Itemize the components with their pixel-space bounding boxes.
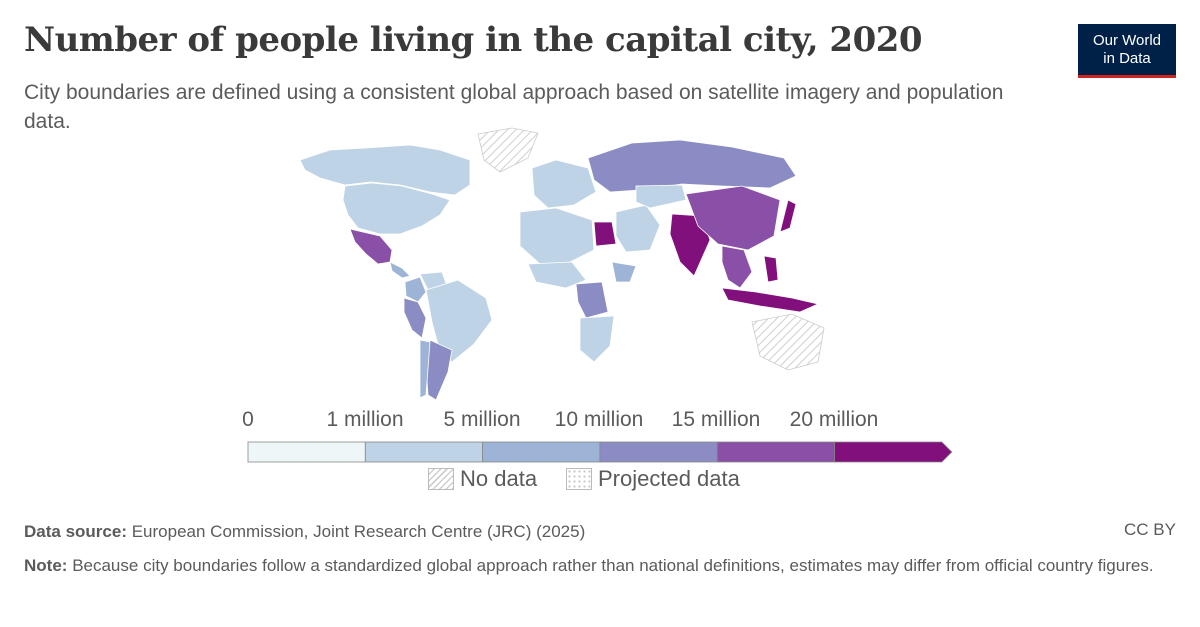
map-region-central-america[interactable] — [389, 261, 411, 279]
map-region-southeast-asia[interactable] — [721, 245, 753, 289]
map-region-canada[interactable] — [299, 144, 471, 196]
legend-tick-1m: 1 million — [326, 408, 404, 431]
map-region-philippines[interactable] — [763, 255, 779, 283]
map-region-argentina[interactable] — [425, 339, 453, 401]
map-region-greenland[interactable] — [477, 127, 539, 173]
legend-bin-2 — [482, 441, 601, 463]
map-region-peru[interactable] — [403, 297, 427, 339]
logo-line-1: Our World — [1092, 31, 1162, 49]
legend-bin-1 — [364, 441, 484, 463]
legend-bin-3 — [599, 441, 718, 463]
map-region-north-africa[interactable] — [519, 207, 595, 265]
license-link[interactable]: CC BY — [1124, 520, 1176, 539]
map-region-middle-east[interactable] — [615, 204, 661, 253]
owid-logo[interactable]: Our World in Data — [1078, 24, 1176, 78]
no-data-label: No data — [460, 466, 538, 491]
map-region-russia[interactable] — [587, 139, 797, 193]
projected-data-label: Projected data — [598, 466, 740, 491]
map-region-united-states[interactable] — [342, 182, 451, 235]
legend-bin-0 — [247, 441, 366, 463]
map-region-chile[interactable] — [419, 339, 431, 399]
no-data-legend-item: No data — [428, 466, 537, 492]
legend-bin-5 — [834, 441, 953, 463]
map-region-brazil[interactable] — [425, 279, 493, 363]
map-region-southern-africa[interactable] — [579, 315, 615, 363]
legend-tick-5m: 5 million — [443, 408, 521, 431]
map-region-china[interactable] — [685, 185, 781, 251]
map-region-colombia[interactable] — [404, 276, 427, 303]
legend-tick-0: 0 — [242, 408, 254, 431]
source-label: Data source: — [24, 522, 127, 541]
world-map[interactable] — [0, 120, 1200, 410]
no-data-swatch — [428, 468, 454, 490]
logo-line-2: in Data — [1103, 49, 1151, 67]
source-text: European Commission, Joint Research Cent… — [131, 522, 586, 541]
legend-color-bar — [247, 441, 953, 463]
map-region-japan[interactable] — [779, 199, 797, 233]
chart-title: Number of people living in the capital c… — [24, 20, 923, 60]
map-region-australia[interactable] — [751, 313, 825, 371]
legend-bin-4 — [716, 441, 835, 463]
chart-subtitle: City boundaries are defined using a cons… — [24, 81, 1004, 133]
map-region-mexico[interactable] — [349, 228, 393, 265]
map-region-central-asia[interactable] — [635, 184, 687, 209]
projected-data-swatch — [566, 468, 592, 490]
map-region-europe[interactable] — [531, 159, 597, 209]
note-label: Note: — [24, 556, 68, 575]
note: Note: Because city boundaries follow a s… — [24, 554, 1174, 578]
map-region-indonesia[interactable] — [721, 287, 820, 313]
map-region-egypt[interactable] — [593, 221, 617, 247]
data-source: Data source: European Commission, Joint … — [24, 520, 585, 544]
map-region-dr-congo[interactable] — [575, 281, 609, 319]
note-text: Because city boundaries follow a standar… — [72, 556, 1154, 575]
legend-tick-15m: 15 million — [671, 408, 761, 431]
legend-tick-20m: 20 million — [789, 408, 879, 431]
legend-tick-10m: 10 million — [554, 408, 644, 431]
projected-data-legend-item: Projected data — [566, 466, 740, 492]
map-region-ethiopia[interactable] — [611, 261, 637, 283]
